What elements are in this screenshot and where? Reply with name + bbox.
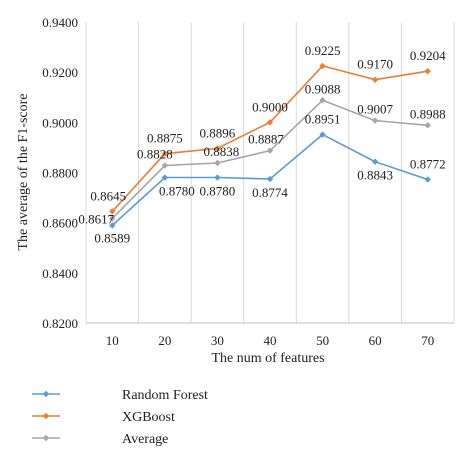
legend-item-xgboost: XGBoost (32, 410, 175, 425)
data-label-xgboost: 0.8645 (90, 188, 126, 203)
data-point-random-forest (424, 176, 431, 183)
data-label-xgboost: 0.9204 (410, 48, 446, 63)
legend-item-random-forest: Random Forest (32, 388, 208, 403)
data-label-average: 0.9007 (357, 102, 393, 117)
legend-label-random-forest: Random Forest (122, 388, 208, 403)
data-label-average: 0.8838 (204, 144, 240, 159)
data-point-xgboost (109, 208, 116, 215)
x-tick-label: 40 (264, 333, 277, 348)
data-label-random-forest: 0.8951 (305, 112, 341, 127)
data-point-average (319, 97, 326, 104)
x-tick-label: 10 (106, 333, 119, 348)
data-point-random-forest (214, 174, 221, 181)
legend-label-xgboost: XGBoost (122, 410, 175, 425)
data-label-xgboost: 0.8875 (147, 131, 183, 146)
data-point-xgboost (371, 76, 379, 83)
x-axis: 10 20 30 40 50 60 70 (106, 333, 434, 348)
legend-marker-xgboost (42, 412, 50, 420)
legend: Random Forest XGBoost Average (32, 388, 208, 447)
x-tick-label: 70 (421, 333, 434, 348)
data-point-random-forest (319, 131, 326, 138)
y-tick-label: 0.9000 (42, 115, 78, 130)
data-label-xgboost: 0.9000 (252, 99, 288, 114)
data-point-average (371, 117, 379, 124)
data-point-xgboost (266, 119, 274, 126)
y-tick-label: 0.8800 (42, 166, 78, 181)
data-label-xgboost: 0.8896 (200, 125, 236, 140)
data-point-random-forest (371, 158, 379, 165)
x-tick-label: 50 (316, 333, 329, 348)
data-label-random-forest: 0.8843 (357, 168, 393, 183)
y-tick-label: 0.8600 (42, 216, 78, 231)
data-point-average (214, 159, 221, 167)
gridlines (85, 22, 455, 324)
data-point-average (266, 147, 274, 154)
y-tick-label: 0.8400 (42, 266, 78, 281)
data-label-average: 0.9088 (305, 81, 341, 96)
legend-marker-random-forest (42, 390, 50, 398)
data-labels: 0.8589 0.8780 0.8780 0.8774 0.8951 0.8843 0.87… (78, 43, 446, 246)
data-point-average (109, 215, 116, 222)
y-tick-label: 0.9400 (42, 15, 78, 30)
x-tick-label: 30 (211, 333, 224, 348)
series (109, 62, 431, 229)
data-label-xgboost: 0.9225 (305, 43, 341, 58)
x-tick-label: 60 (369, 333, 382, 348)
data-point-xgboost (424, 67, 431, 75)
x-axis-title: The num of features (211, 351, 324, 366)
data-point-average (424, 122, 431, 129)
data-point-random-forest (109, 222, 116, 229)
data-point-random-forest (161, 174, 169, 181)
y-tick-label: 0.9200 (42, 65, 78, 80)
data-label-random-forest: 0.8772 (410, 157, 446, 172)
data-label-average: 0.8828 (137, 146, 173, 161)
data-label-random-forest: 0.8774 (252, 185, 288, 200)
y-axis: 0.8200 0.8400 0.8600 0.8800 0.9000 0.9200 0.94… (42, 15, 78, 331)
data-label-xgboost: 0.9170 (357, 57, 393, 72)
data-point-xgboost (214, 145, 221, 152)
data-point-xgboost (319, 62, 326, 70)
y-axis-title: The average of the F1-score (16, 93, 31, 250)
data-label-average: 0.8887 (248, 132, 284, 147)
data-label-random-forest: 0.8589 (94, 230, 130, 245)
data-label-average: 0.8988 (410, 106, 446, 121)
legend-label-average: Average (122, 432, 168, 447)
data-label-random-forest: 0.8780 (200, 184, 236, 199)
legend-item-average: Average (32, 432, 168, 447)
data-label-random-forest: 0.8780 (159, 184, 195, 199)
data-point-random-forest (266, 175, 274, 183)
y-tick-label: 0.8200 (42, 316, 78, 331)
data-point-average (161, 162, 169, 169)
data-label-average: 0.8617 (78, 211, 114, 226)
legend-marker-average (42, 434, 50, 442)
data-point-xgboost (161, 150, 169, 157)
x-tick-label: 20 (158, 333, 171, 348)
